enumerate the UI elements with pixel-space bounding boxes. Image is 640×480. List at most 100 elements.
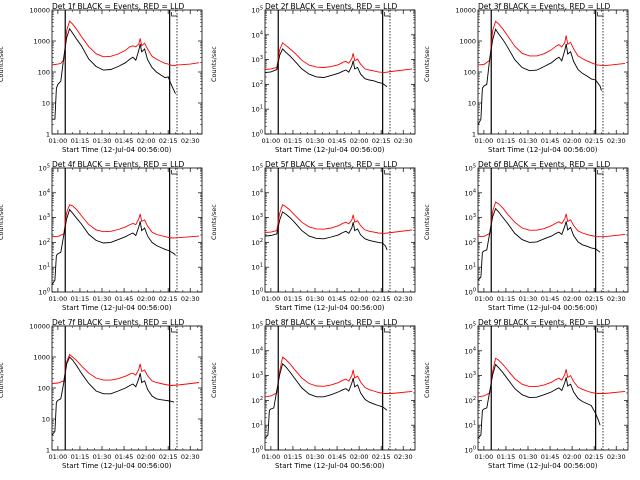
x-tick-label: 01:45 (328, 453, 347, 461)
y-tick-label: 10000 (455, 7, 476, 15)
detector-panel-8: Det 8f BLACK = Events, RED = LLD Counts/s… (210, 316, 423, 476)
x-tick-label: 02:00 (563, 137, 582, 145)
series-lld (51, 20, 200, 67)
y-tick-label: 102 (252, 238, 263, 247)
x-tick-label: 01:15 (284, 453, 303, 461)
x-tick-label: 01:00 (49, 295, 68, 303)
y-tick-label: 10000 (29, 7, 50, 15)
x-tick-label: 02:30 (394, 137, 413, 145)
x-tick-label: 02:00 (563, 295, 582, 303)
y-tick-label: 104 (252, 188, 263, 197)
y-tick-label: 104 (252, 30, 263, 39)
panel-title: Det 6f BLACK = Events, RED = LLD (478, 160, 611, 169)
x-tick-label: 01:45 (115, 295, 134, 303)
x-axis-label: Start Time (12-Jul-04 00:56:00) (275, 462, 385, 470)
x-axis-label: Start Time (12-Jul-04 00:56:00) (62, 146, 172, 154)
y-tick-label: 1000 (33, 38, 50, 46)
y-tick-label: 100 (465, 446, 476, 455)
plot-frame (477, 9, 629, 135)
x-tick-label: 01:00 (475, 453, 494, 461)
x-tick-label: 01:45 (115, 453, 134, 461)
y-tick-label: 100 (39, 288, 50, 297)
x-tick-label: 01:00 (49, 453, 68, 461)
detector-panel-7: Det 7f BLACK = Events, RED = LLD Counts/s… (0, 316, 210, 476)
series-lld (477, 357, 626, 398)
x-tick-label: 01:00 (49, 137, 68, 145)
x-tick-label: 02:30 (607, 137, 626, 145)
x-tick-label: 02:15 (585, 453, 604, 461)
x-tick-label: 02:00 (350, 137, 369, 145)
x-tick-label: 01:30 (519, 453, 538, 461)
x-tick-label: 02:00 (350, 295, 369, 303)
x-tick-label: 02:15 (372, 453, 391, 461)
x-axis-label: Start Time (12-Jul-04 00:56:00) (488, 304, 598, 312)
y-tick-label: 100 (38, 69, 50, 77)
plot-frame (477, 167, 629, 293)
x-tick-label: 01:30 (519, 295, 538, 303)
series-events (264, 48, 388, 88)
corner-bracket (384, 12, 391, 17)
x-tick-label: 02:00 (137, 295, 156, 303)
panel-title: Det 8f BLACK = Events, RED = LLD (265, 318, 398, 327)
y-tick-label: 104 (39, 188, 50, 197)
x-tick-label: 01:30 (306, 137, 325, 145)
x-tick-label: 01:45 (115, 137, 134, 145)
plot-frame (264, 325, 416, 451)
y-tick-label: 1000 (33, 354, 50, 362)
panel-title: Det 1f BLACK = Events, RED = LLD (52, 2, 185, 11)
x-tick-label: 02:15 (372, 137, 391, 145)
x-axis-label: Start Time (12-Jul-04 00:56:00) (488, 462, 598, 470)
plot-area: 1 10 100 1000 10000 01:00 01:15 01:30 01:45 02:00… (455, 7, 629, 145)
series-events (477, 363, 601, 439)
x-tick-label: 02:15 (159, 453, 178, 461)
y-tick-label: 105 (252, 6, 263, 15)
corner-bracket (171, 170, 178, 175)
x-tick-label: 01:15 (71, 295, 90, 303)
series-events (51, 208, 176, 285)
panel-title: Det 3f BLACK = Events, RED = LLD (478, 2, 611, 11)
corner-bracket (171, 12, 178, 17)
y-tick-label: 103 (465, 213, 476, 222)
detector-panel-6: Det 6f BLACK = Events, RED = LLD Counts/s… (423, 158, 636, 318)
y-tick-label: 102 (39, 238, 50, 247)
x-tick-label: 02:00 (137, 453, 156, 461)
series-lld (51, 353, 200, 386)
x-tick-label: 01:45 (541, 453, 560, 461)
y-tick-label: 101 (39, 263, 50, 272)
series-events (477, 207, 601, 281)
x-tick-label: 02:30 (607, 453, 626, 461)
y-tick-label: 100 (252, 130, 263, 139)
x-tick-label: 01:30 (519, 137, 538, 145)
plot-area: 1 10 100 1000 10000 01:00 01:15 01:30 01:45 02:00… (29, 7, 203, 145)
x-tick-label: 02:30 (181, 137, 200, 145)
detector-panel-4: Det 4f BLACK = Events, RED = LLD Counts/s… (0, 158, 210, 318)
y-tick-label: 1000 (459, 38, 476, 46)
y-tick-label: 101 (252, 105, 263, 114)
plot-frame (477, 325, 629, 451)
x-tick-label: 01:15 (284, 137, 303, 145)
x-tick-label: 02:00 (350, 453, 369, 461)
panel-title: Det 5f BLACK = Events, RED = LLD (265, 160, 398, 169)
x-tick-label: 01:00 (262, 295, 281, 303)
y-tick-label: 103 (465, 371, 476, 380)
plot-frame (264, 167, 416, 293)
panel-title: Det 9f BLACK = Events, RED = LLD (478, 318, 611, 327)
x-tick-label: 01:30 (93, 137, 112, 145)
x-tick-label: 01:30 (306, 453, 325, 461)
corner-bracket (384, 328, 391, 333)
y-tick-label: 105 (252, 164, 263, 173)
corner-bracket (171, 328, 178, 333)
y-tick-label: 100 (252, 288, 263, 297)
x-tick-label: 02:30 (607, 295, 626, 303)
x-tick-label: 01:00 (262, 453, 281, 461)
detector-panel-5: Det 5f BLACK = Events, RED = LLD Counts/s… (210, 158, 423, 318)
x-tick-label: 01:00 (262, 137, 281, 145)
y-tick-label: 102 (252, 396, 263, 405)
plot-frame (51, 325, 203, 451)
x-tick-label: 02:15 (372, 295, 391, 303)
x-tick-label: 02:15 (159, 295, 178, 303)
corner-bracket (597, 12, 604, 17)
